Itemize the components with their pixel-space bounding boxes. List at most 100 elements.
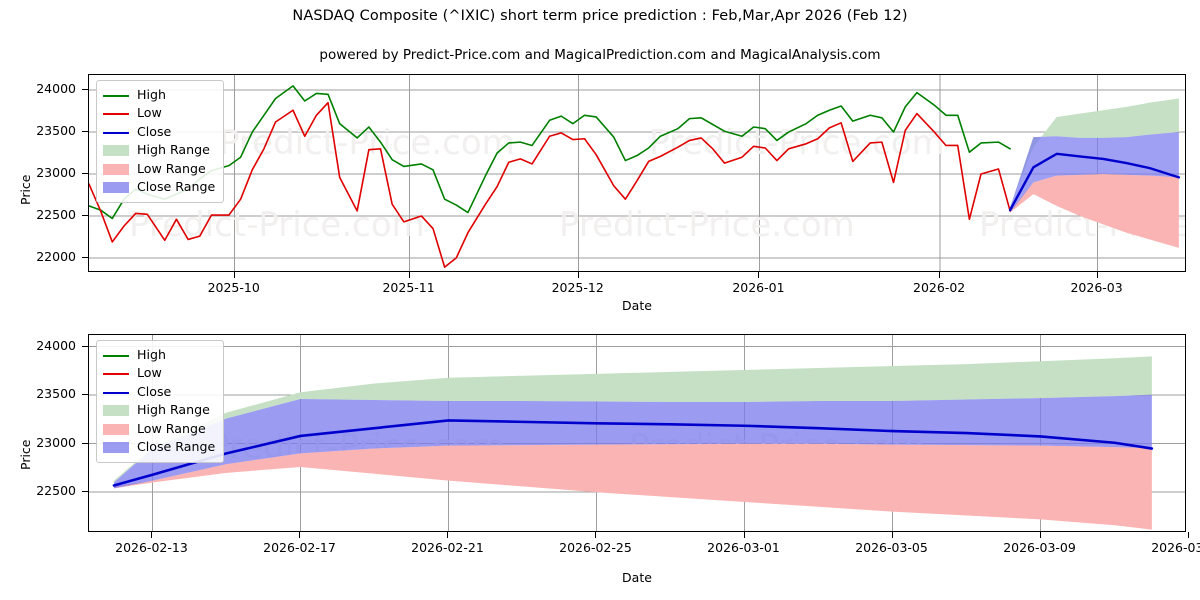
overview-legend: High Low Close High Range Low Range Close Ran… [96,80,225,203]
legend-item-high-range: High Range [103,402,215,421]
forecast-close-range-band [1010,132,1179,213]
detail-high-range-band [113,356,1152,483]
detail-plot-area: Predict-Price.com Predict-Price.com [88,334,1186,532]
legend-swatch-close-icon [103,127,129,138]
x-tick-label: 2025-12 [551,280,604,295]
legend-item-label: High Range [137,142,210,158]
legend-item-close: Close [103,383,215,402]
legend-swatch-high-icon [103,90,129,101]
x-tick-mark [758,272,760,278]
detail-series-line-close [112,419,1154,487]
forecast-low-range-band [1010,174,1179,248]
x-tick-label: 2025-10 [207,280,260,295]
legend-line-glyph [103,113,129,116]
x-tick-mark [233,272,235,278]
legend-line-glyph [103,354,129,357]
x-tick-mark [939,272,941,278]
overview-x-axis-label: Date [622,298,652,313]
x-tick-mark [299,532,301,538]
legend-item-label: Low [137,105,162,121]
y-tick-mark [82,173,88,174]
legend-item-label: High [137,346,166,362]
y-tick-label: 23000 [36,434,76,450]
detail-x-axis-label: Date [622,570,652,585]
x-tick-mark [1096,272,1098,278]
legend-swatch-close-range-icon [103,182,129,194]
legend-swatch-close-range-icon [103,442,129,454]
legend-item-label: Low Range [137,160,206,176]
forecast-high-range-band [1010,98,1179,208]
y-tick-mark [82,442,88,444]
legend-swatch-high-range-icon [103,145,129,157]
y-tick-mark [82,131,88,133]
legend-line-glyph [103,131,129,134]
detail-legend: High Low Close High Range Low Range Close Ran… [96,340,225,463]
x-tick-mark [891,532,893,538]
series-line-low [89,101,1011,268]
x-tick-label: 2025-11 [382,280,435,295]
y-tick-label: 23000 [36,165,76,180]
y-tick-mark [82,256,88,258]
x-tick-label: 2026-01 [732,280,785,295]
legend-item-label: Low Range [137,420,206,436]
legend-swatch-low-icon [103,368,129,379]
legend-swatch-close-icon [103,387,129,398]
legend-swatch-low-range-icon [103,163,129,175]
legend-item-high-range: High Range [103,142,215,161]
y-tick-label: 22000 [36,248,76,264]
detail-close-range-band [113,394,1152,489]
legend-item-high: High [103,346,215,365]
x-tick-label: 2026-03-05 [855,540,928,555]
legend-line-glyph [103,373,129,376]
x-tick-label: 2026-02-21 [411,540,484,555]
overview-plot-area: Predict-Price.com Predict-Price.com Pred… [88,74,1186,272]
legend-item-label: High [137,86,166,102]
y-tick-mark [82,491,88,493]
legend-item-close-range: Close Range [103,179,215,198]
legend-line-glyph [103,391,129,394]
x-tick-label: 2026-03 [1070,280,1123,295]
x-tick-mark [1187,532,1189,538]
x-tick-label: 2026-03-09 [1003,540,1076,555]
y-tick-mark [82,214,88,216]
page-subtitle: powered by Predict-Price.com and Magical… [319,47,881,63]
x-tick-label: 2026-02-25 [559,540,632,555]
legend-swatch-high-icon [103,350,129,361]
y-tick-label: 22500 [36,206,76,222]
y-tick-label: 24000 [36,81,76,97]
x-tick-label: 2026-03-13 [1151,540,1200,555]
legend-swatch-high-range-icon [103,405,129,417]
x-tick-mark [743,532,745,538]
x-tick-label: 2026-02-17 [263,540,336,555]
legend-item-label: High Range [137,402,210,418]
y-tick-label: 23500 [36,123,76,139]
legend-item-low: Low [103,105,215,124]
y-tick-label: 23500 [36,386,76,402]
legend-item-label: Low [137,365,162,381]
y-tick-mark [82,345,88,347]
y-tick-mark [82,394,88,396]
series-line-high [89,85,1011,220]
x-tick-mark [577,272,579,278]
detail-low-range-band [113,443,1152,530]
x-tick-label: 2026-02-13 [115,540,188,555]
x-tick-mark [595,532,597,538]
legend-item-label: Close Range [137,439,216,455]
legend-swatch-low-icon [103,108,129,119]
legend-item-label: Close Range [137,179,216,195]
legend-item-label: Close [137,123,172,139]
legend-item-low: Low [103,365,215,384]
legend-swatch-low-range-icon [103,423,129,435]
legend-item-low-range: Low Range [103,160,215,179]
legend-item-low-range: Low Range [103,420,215,439]
legend-item-high: High [103,86,215,105]
x-tick-mark [1039,532,1041,538]
x-tick-label: 2026-03-01 [707,540,780,555]
x-tick-label: 2026-02 [913,280,966,295]
y-tick-label: 24000 [36,337,76,353]
x-tick-mark [408,272,410,278]
legend-item-close: Close [103,123,215,142]
page-title: NASDAQ Composite (^IXIC) short term pric… [292,8,908,24]
x-tick-mark [151,532,153,538]
